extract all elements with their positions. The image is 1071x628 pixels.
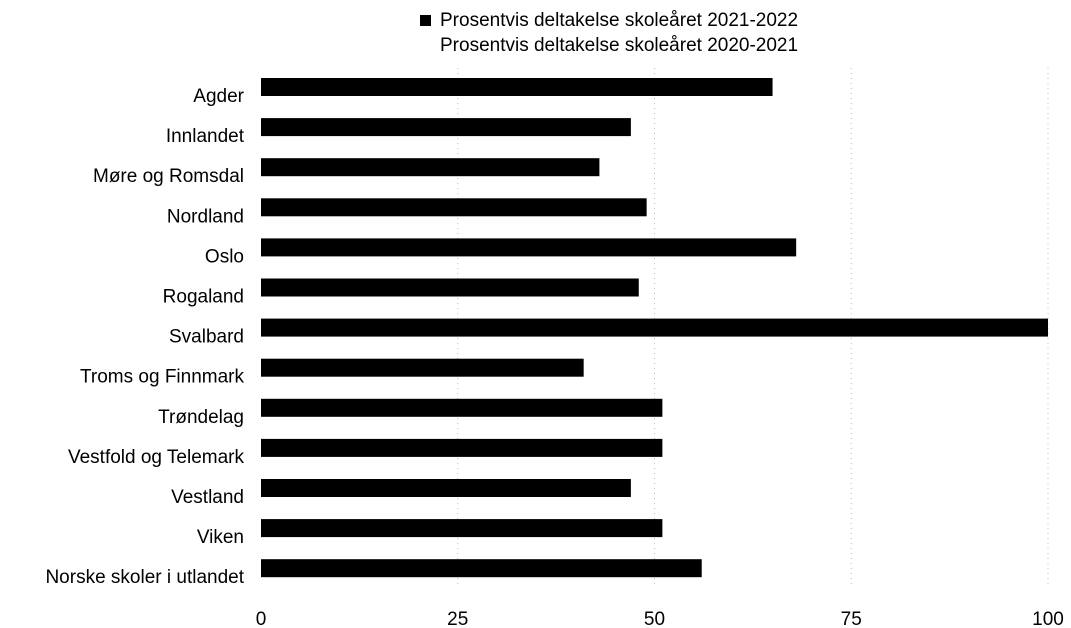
legend-item-2020-2021: Prosentvis deltakelse skoleåret 2020-202… [420,33,798,58]
category-label-1: Innlandet [166,126,245,147]
legend-item-2021-2022: Prosentvis deltakelse skoleåret 2021-202… [420,8,798,33]
bar-9 [261,438,663,457]
category-label-5: Rogaland [163,287,244,308]
category-label-0: Agder [193,86,244,107]
bar-7 [261,358,584,377]
x-tick-label-75: 75 [841,609,862,628]
bar-12 [261,559,702,578]
bar-1 [261,118,631,137]
bar-11 [261,519,663,538]
bar-2 [261,158,600,177]
bar-0 [261,78,773,96]
category-label-8: Trøndelag [158,407,244,428]
bar-8 [261,398,663,417]
category-label-4: Oslo [205,246,244,267]
category-label-12: Norske skoler i utlandet [45,567,244,588]
legend-label-2020-2021: Prosentvis deltakelse skoleåret 2020-202… [440,35,799,56]
legend-label-2021-2022: Prosentvis deltakelse skoleåret 2021-202… [440,10,799,31]
x-tick-label-25: 25 [447,609,468,628]
legend: Prosentvis deltakelse skoleåret 2021-202… [420,8,798,58]
x-tick-label-0: 0 [256,609,267,628]
x-tick-label-50: 50 [644,609,665,628]
legend-swatch-2021-2022 [420,15,431,26]
bar-10 [261,479,631,497]
category-label-6: Svalbard [169,327,244,348]
category-label-2: Møre og Romsdal [93,166,244,187]
bar-6 [261,318,1048,337]
bar-5 [261,278,639,297]
category-label-10: Vestland [171,487,244,508]
category-label-9: Vestfold og Telemark [68,447,245,468]
bar-3 [261,198,647,217]
x-tick-label-100: 100 [1032,609,1064,628]
category-label-3: Nordland [167,206,244,227]
category-label-11: Viken [197,527,244,548]
bar-4 [261,238,797,257]
category-label-7: Troms og Finnmark [80,367,244,388]
